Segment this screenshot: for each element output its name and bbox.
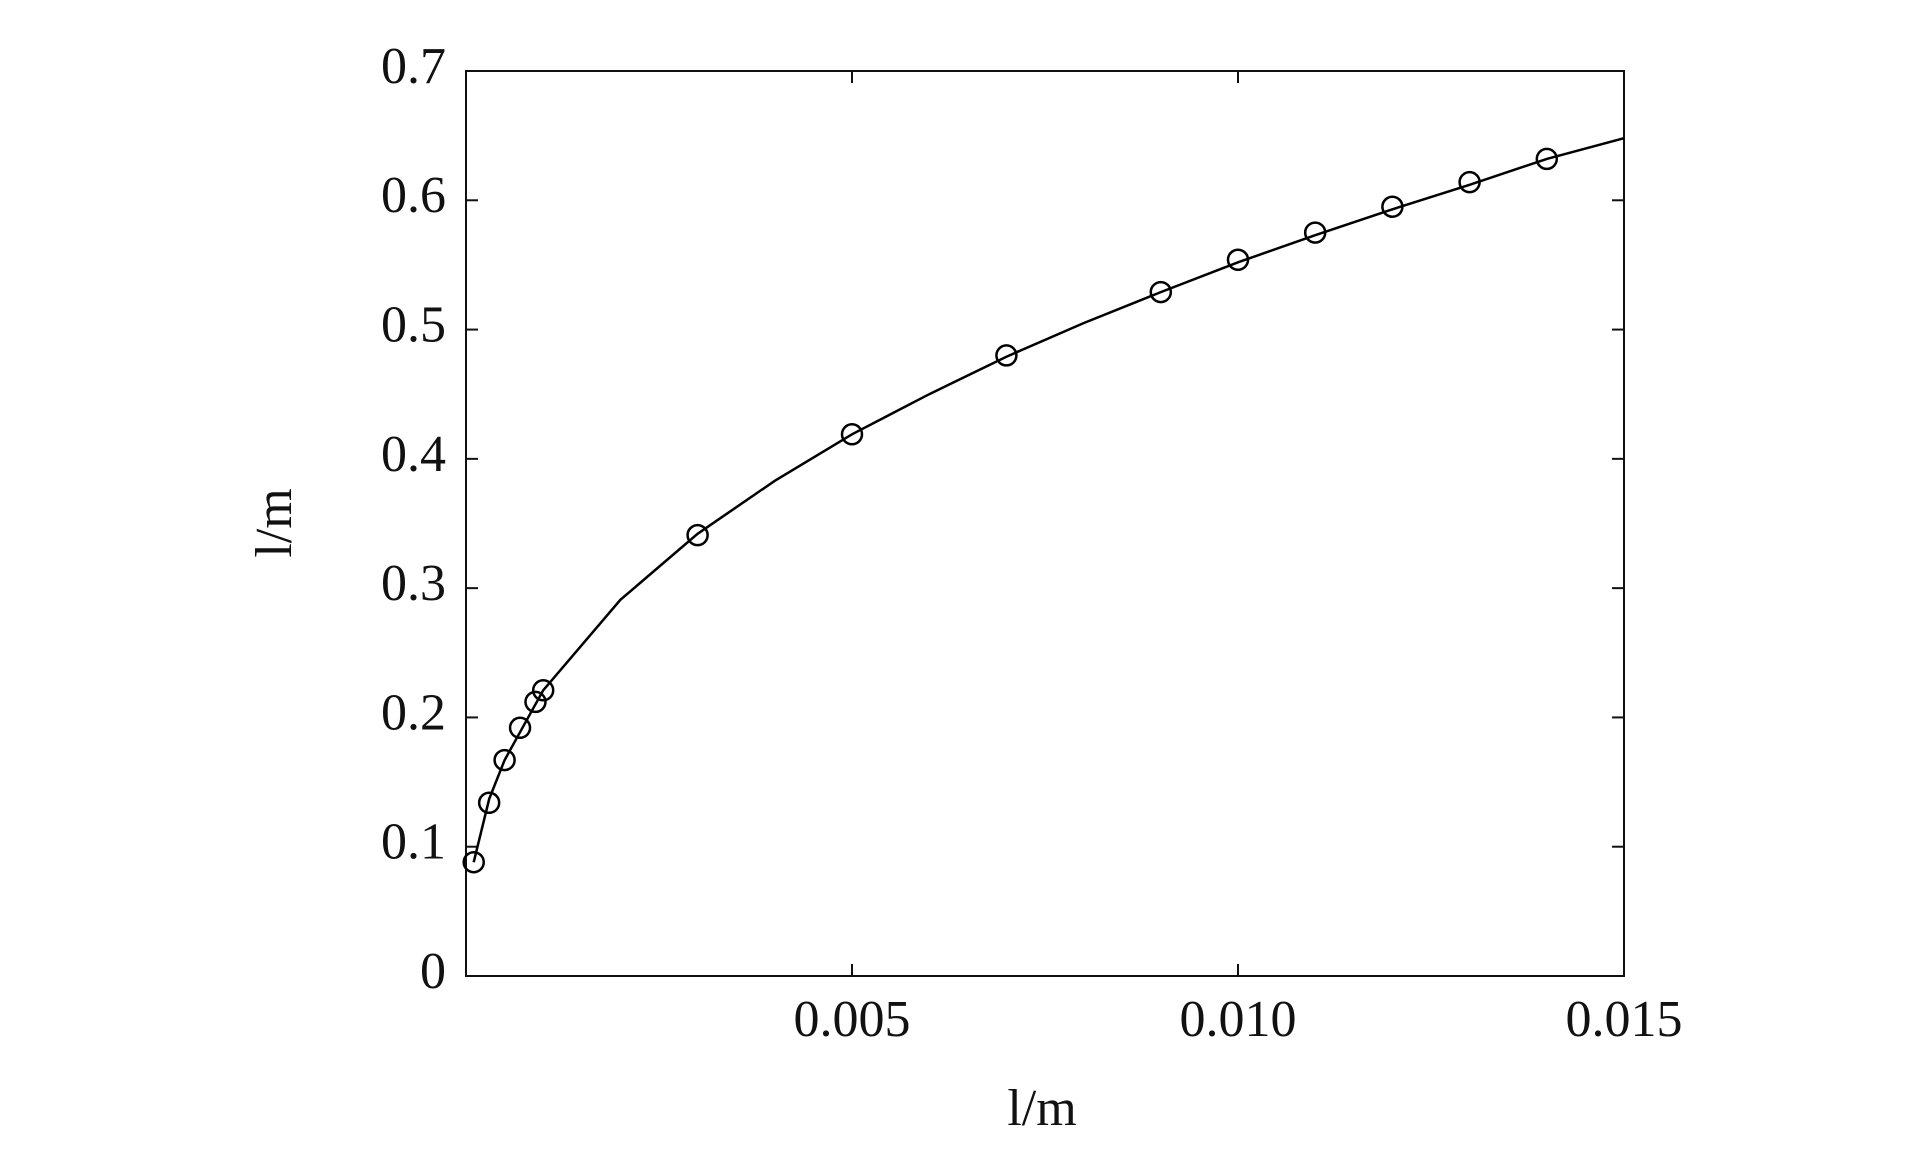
data-point — [462, 850, 485, 874]
y-tick-label: 0.6 — [381, 167, 446, 224]
x-tick-label: 0.010 — [1180, 991, 1297, 1048]
data-point — [1226, 248, 1250, 272]
data-point — [493, 748, 516, 772]
y-tick-label: 0.4 — [381, 426, 446, 483]
data-point — [1458, 170, 1481, 194]
y-tick-label: 0.5 — [381, 297, 446, 354]
y-axis-label: l/m — [246, 488, 303, 557]
y-tick-label: 0.7 — [381, 38, 446, 95]
data-point — [1535, 147, 1559, 171]
data-point — [477, 791, 501, 815]
y-tick-label: 0.1 — [381, 814, 446, 871]
y-tick-label: 0 — [420, 943, 446, 1000]
plot-frame — [465, 70, 1625, 977]
data-point — [686, 523, 709, 547]
y-tick-label: 0.3 — [381, 555, 446, 612]
data-point — [508, 716, 532, 740]
y-tick-label: 0.2 — [381, 684, 446, 741]
x-tick-label: 0.005 — [794, 991, 911, 1048]
data-point — [524, 690, 547, 714]
data-point — [1149, 280, 1173, 304]
data-point — [1303, 221, 1327, 244]
data-point — [995, 344, 1018, 367]
fit-line — [472, 136, 1625, 863]
data-point — [840, 423, 864, 446]
x-axis-label: l/m — [1007, 1080, 1076, 1137]
x-tick-label: 0.015 — [1566, 991, 1683, 1048]
data-point — [531, 679, 555, 702]
data-point — [1381, 195, 1404, 218]
